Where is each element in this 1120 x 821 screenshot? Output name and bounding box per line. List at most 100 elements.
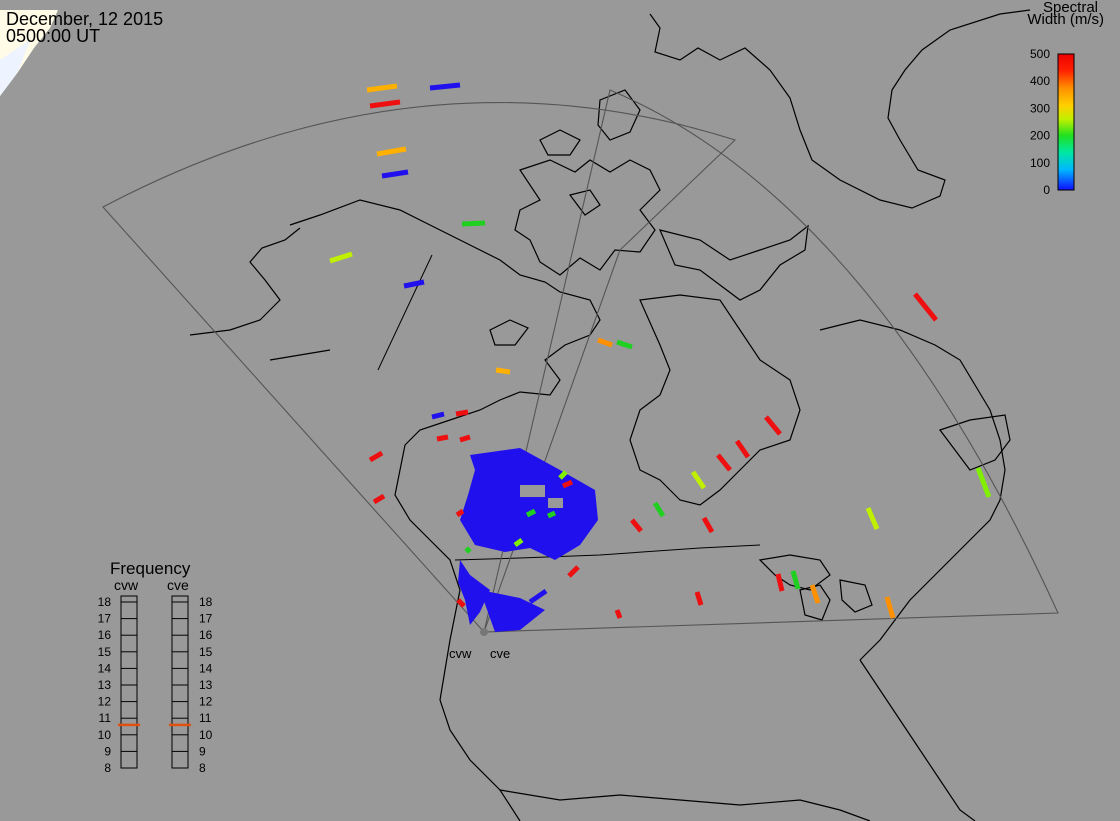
echo: [369, 99, 401, 109]
echo: [597, 337, 613, 348]
echo-segments: [329, 82, 992, 619]
echo: [368, 450, 384, 463]
site-label-cvw: cvw: [449, 646, 472, 661]
echo: [525, 508, 537, 518]
colorbar-title-line2: Width (m/s): [1027, 11, 1104, 28]
colorbar-tick-label: 400: [1030, 74, 1050, 88]
arctic-island-1: [597, 89, 641, 141]
echo: [913, 292, 938, 322]
frequency-tick-left: 14: [98, 661, 112, 675]
lake-michigan: [799, 584, 831, 621]
echo: [456, 598, 466, 608]
north-america-west-coast: [289, 199, 601, 821]
frequency-tick-right: 16: [199, 628, 213, 642]
colorbar-tick-label: 300: [1030, 101, 1050, 115]
echo: [561, 479, 574, 489]
alaska-peninsula: [189, 227, 301, 336]
frequency-tick-right: 17: [199, 612, 213, 626]
frequency-tick-right: 12: [199, 695, 213, 709]
echo: [694, 591, 704, 606]
arctic-island-3: [539, 129, 581, 156]
arctic-island-4: [568, 189, 601, 216]
gap: [548, 498, 563, 508]
echo: [614, 609, 623, 619]
blue-echo-near-1: [458, 560, 490, 625]
echo: [372, 493, 386, 505]
frequency-tick-left: 17: [98, 612, 112, 626]
lake-huron: [839, 579, 873, 613]
arctic-island-5: [489, 319, 529, 346]
echo: [464, 546, 472, 554]
echo-gaps: [520, 485, 563, 508]
echo: [528, 588, 548, 605]
radar-label-cvw: cvw: [114, 577, 139, 593]
frequency-tick-left: 16: [98, 628, 112, 642]
cve-fov: [483, 89, 1059, 633]
echo: [329, 251, 353, 264]
canada-us-border: [454, 544, 761, 561]
echo: [495, 367, 511, 375]
baffin-island: [658, 224, 809, 301]
frequency-tick-left: 18: [98, 595, 112, 609]
cvw-fov: [102, 102, 737, 634]
arctic-island-2: [514, 159, 661, 276]
echo: [764, 415, 782, 436]
echo: [376, 146, 407, 157]
date-label: December, 12 2015: [6, 9, 164, 29]
frequency-tick-right: 10: [199, 728, 213, 742]
frequency-tick-right: 18: [199, 595, 213, 609]
colorbar-tick-label: 0: [1043, 183, 1050, 197]
echo: [429, 82, 461, 91]
frequency-panel: 18 18 17 17 16 16 15 15 14 14 13 13 12 12 11 11 10 10 9 9 8 8: [98, 595, 213, 775]
echo: [809, 584, 821, 604]
echo: [775, 573, 785, 592]
labrador-coast: [819, 319, 1006, 661]
greenland-coast: [649, 9, 1031, 209]
echo: [701, 516, 715, 534]
echo: [455, 409, 469, 417]
frequency-tick-left: 9: [104, 744, 111, 758]
echo: [436, 434, 449, 442]
aleutians: [269, 349, 331, 361]
blue-echo-near-2: [480, 590, 545, 632]
echo: [513, 537, 524, 548]
gap: [520, 485, 545, 497]
colorbar-tick-label: 500: [1030, 47, 1050, 61]
echo: [652, 501, 666, 518]
radar-site-marker: [480, 628, 488, 636]
echo: [865, 507, 880, 530]
ice-patch-2: [0, 40, 30, 96]
echo: [567, 565, 580, 578]
frequency-tick-left: 15: [98, 645, 112, 659]
radar-label-cve: cve: [167, 577, 189, 593]
colorbar-title-line1: Spectral: [1042, 0, 1098, 16]
echo: [558, 470, 568, 480]
frequency-tick-right: 11: [199, 711, 212, 725]
echo: [459, 434, 471, 443]
frequency-title: Frequency: [110, 559, 191, 578]
hudson-bay: [629, 294, 801, 506]
echo: [366, 83, 398, 93]
frequency-tick-right: 9: [199, 744, 206, 758]
echo: [734, 439, 751, 459]
echo: [616, 339, 633, 350]
site-label-cve: cve: [490, 646, 511, 661]
boundaries: [377, 254, 761, 561]
echo: [975, 467, 992, 498]
echo: [716, 453, 732, 472]
echo: [630, 518, 643, 533]
coastlines: [189, 9, 1031, 821]
colorbar-tick-label: 100: [1030, 156, 1050, 170]
frequency-tick-left: 10: [98, 728, 112, 742]
frequency-tick-right: 8: [199, 761, 206, 775]
frequency-tick-left: 11: [99, 711, 112, 725]
frequency-tick-left: 12: [98, 695, 112, 709]
colorbar-tick-label: 200: [1030, 129, 1050, 143]
echo: [455, 508, 465, 518]
frequency-tick-right: 14: [199, 661, 213, 675]
frequency-tick-right: 13: [199, 678, 213, 692]
fov-outlines: [102, 89, 1059, 634]
